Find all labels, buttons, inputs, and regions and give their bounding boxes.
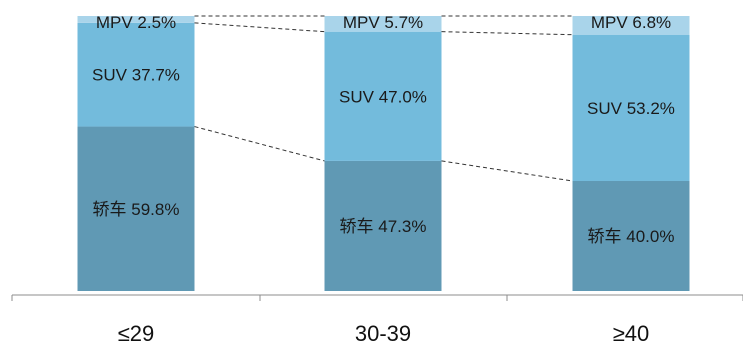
connector-line-0-2 [194, 22, 325, 33]
connector-lines [194, 15, 573, 182]
data-label-mpv-0: MPV 2.5% [96, 13, 176, 32]
bar-segment-suv-1 [324, 31, 442, 161]
segment-labels: 轿车 59.8% SUV 37.7% MPV 2.5% 轿车 47.3% SUV 47.… [92, 13, 675, 246]
bar-segment-mpv-0 [77, 16, 195, 23]
data-label-suv-1: SUV 47.0% [339, 87, 427, 106]
connector-line-1-1 [441, 160, 573, 182]
x-tick-labels: ≤29 30-39 ≥40 [118, 321, 650, 346]
bar-segment-sedan-0 [77, 126, 195, 291]
bar-segment-suv-2 [572, 34, 690, 182]
bar-segment-sedan-1 [324, 160, 442, 291]
x-axis [11, 294, 743, 301]
data-label-mpv-2: MPV 6.8% [591, 13, 671, 32]
x-tick-label-1: 30-39 [355, 321, 411, 346]
x-tick-label-2: ≥40 [613, 321, 650, 346]
bar-segment-mpv-1 [324, 16, 442, 32]
data-label-suv-0: SUV 37.7% [92, 66, 180, 85]
data-label-sedan-1: 轿车 47.3% [340, 217, 427, 236]
data-label-sedan-2: 轿车 40.0% [588, 227, 675, 246]
data-label-sedan-0: 轿车 59.8% [93, 200, 180, 219]
data-label-suv-2: SUV 53.2% [587, 99, 675, 118]
bar-segment-mpv-2 [572, 16, 690, 35]
connector-line-1-2 [441, 31, 573, 36]
x-tick-label-0: ≤29 [118, 321, 155, 346]
connector-line-0-1 [194, 126, 325, 162]
bar-segment-sedan-2 [572, 181, 690, 291]
bar-segment-suv-0 [77, 22, 195, 127]
data-label-mpv-1: MPV 5.7% [343, 13, 423, 32]
bars [77, 16, 690, 291]
